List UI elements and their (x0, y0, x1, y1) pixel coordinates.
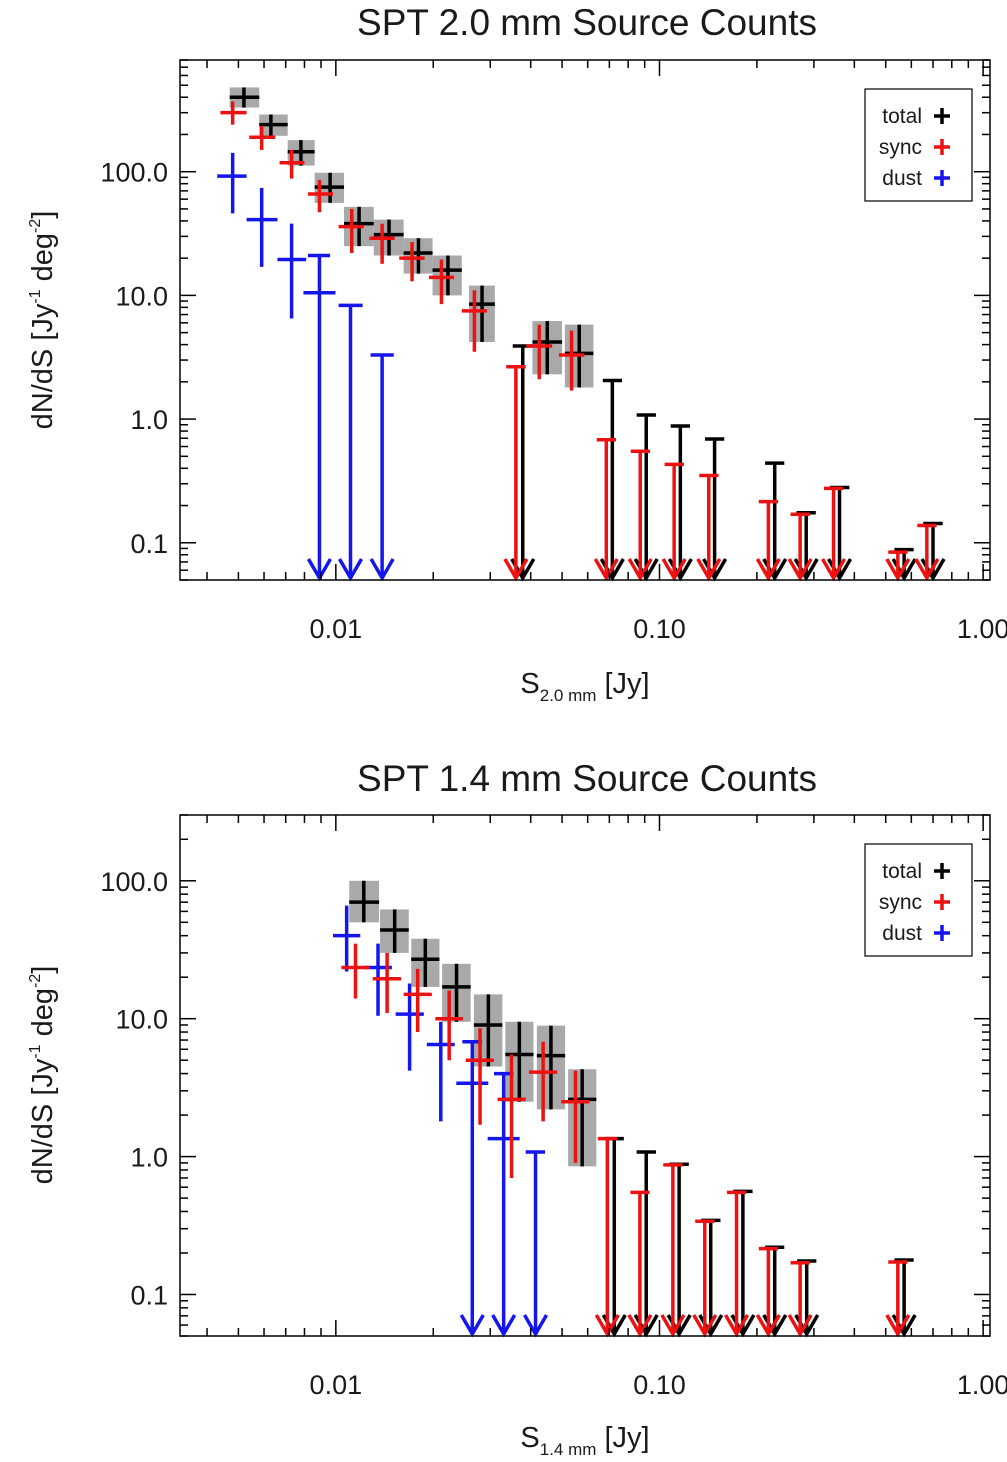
sync-upper-limit (698, 475, 720, 578)
x-axis-label-unit: [Jy] (596, 668, 649, 700)
y-tick-label: 1.0 (130, 405, 168, 435)
dust-upper-limit (488, 1074, 520, 1334)
dust-point (217, 153, 246, 214)
y-axis-label-sup1: -1 (27, 289, 44, 303)
legend: total sync dust (865, 89, 972, 201)
chart-title: SPT 1.4 mm Source Counts (357, 758, 817, 799)
y-tick-label: 0.1 (130, 529, 168, 559)
chart-title: SPT 2.0 mm Source Counts (357, 2, 817, 43)
legend: total sync dust (865, 844, 972, 956)
y-tick-label: 10.0 (115, 1005, 168, 1035)
y-axis-label: dN/dS [Jy-1 deg-2] (27, 211, 59, 430)
y-tick-label: 1.0 (130, 1143, 168, 1173)
legend-label: total (882, 105, 922, 128)
x-tick-label: 0.01 (310, 1370, 363, 1400)
dust-upper-limit (303, 256, 335, 578)
legend-label: sync (879, 891, 922, 914)
y-axis-label-sup2: -2 (27, 219, 44, 233)
dust-upper-limit (525, 1152, 547, 1334)
total-upper-limit (704, 439, 726, 578)
dust-point (247, 188, 278, 267)
y-axis-label-mid: deg (27, 233, 59, 289)
y-axis-label-post: ] (27, 966, 59, 974)
y-axis-label-mid: deg (27, 988, 59, 1044)
dust-upper-limit (339, 305, 363, 578)
x-axis-label-main: S (520, 668, 539, 700)
x-axis-label-sub: 2.0 mm (540, 686, 597, 705)
y-tick-label: 100.0 (100, 158, 168, 188)
y-axis-label-pre: dN/dS [Jy (27, 303, 59, 429)
x-axis-label: S2.0 mm [Jy] (520, 668, 649, 705)
x-axis-label-main: S (520, 1422, 539, 1454)
y-tick-label: 10.0 (115, 281, 168, 311)
legend-label: sync (879, 136, 922, 159)
panel-2mm: SPT 2.0 mm Source Counts 0.01 0.10 1.00 0.1… (27, 2, 1007, 705)
y-tick-label: 100.0 (100, 867, 168, 897)
x-tick-label: 1.00 (957, 614, 1007, 644)
y-axis-label-sup1: -1 (27, 1044, 44, 1058)
dust-point (396, 983, 424, 1070)
dust-point (277, 224, 306, 319)
y-tick-label: 0.1 (130, 1280, 168, 1310)
legend-label: dust (882, 167, 922, 190)
y-axis-label-pre: dN/dS [Jy (27, 1058, 59, 1184)
x-axis-label: S1.4 mm [Jy] (520, 1422, 649, 1459)
x-axis-label-sub: 1.4 mm (540, 1440, 597, 1459)
panel-1p4mm: SPT 1.4 mm Source Counts 0.01 0.10 1.00 0.1… (27, 758, 1007, 1459)
legend-label: total (882, 860, 922, 883)
x-tick-label: 0.01 (310, 614, 363, 644)
dust-upper-limit (456, 1042, 488, 1334)
y-axis-label-sup2: -2 (27, 974, 44, 988)
dust-upper-limit (371, 355, 394, 578)
x-tick-label: 1.00 (957, 1370, 1007, 1400)
x-tick-label: 0.10 (633, 1370, 686, 1400)
x-tick-label: 0.10 (633, 614, 686, 644)
y-axis-label-post: ] (27, 211, 59, 219)
legend-label: dust (882, 922, 922, 945)
y-axis-label: dN/dS [Jy-1 deg-2] (27, 966, 59, 1185)
x-axis-label-unit: [Jy] (596, 1422, 649, 1454)
